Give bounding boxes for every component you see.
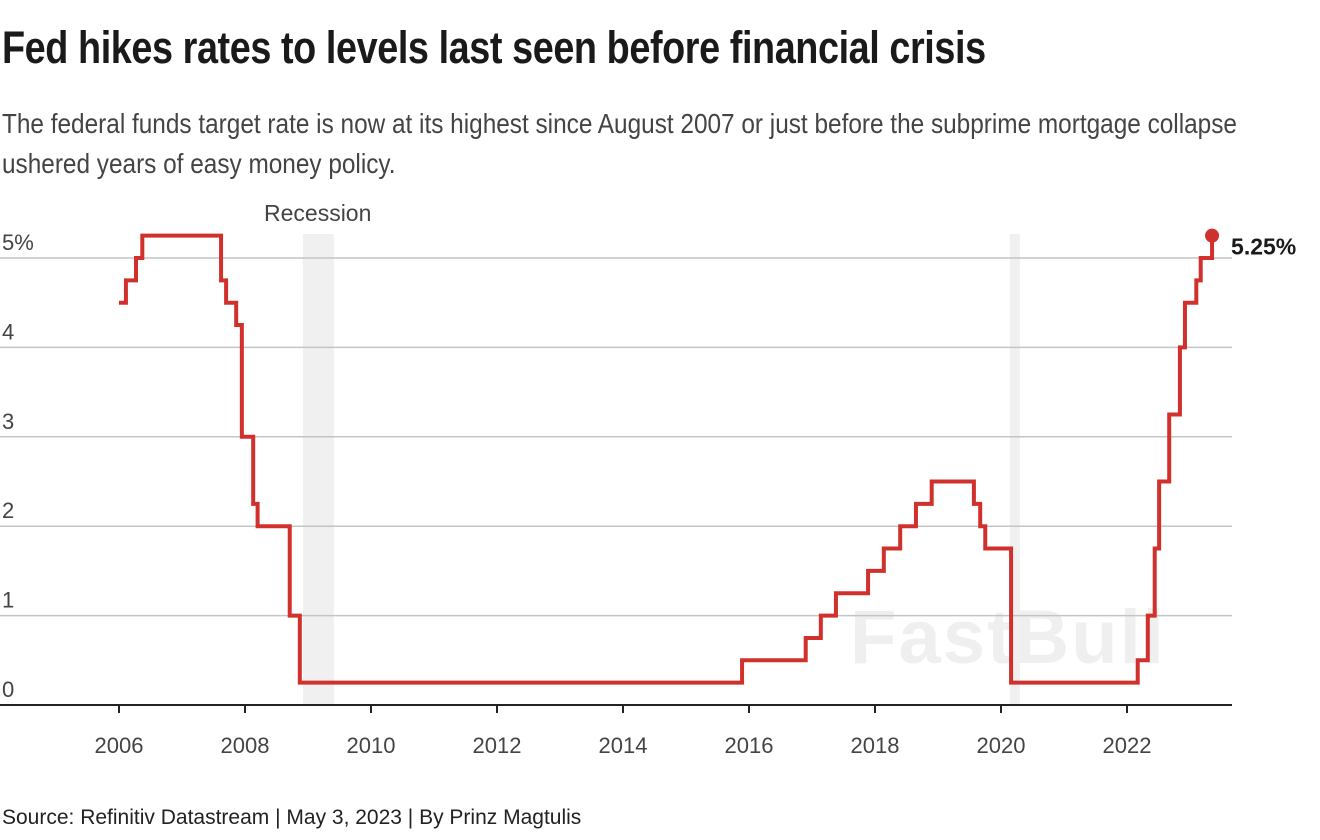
source-note: Source: Refinitiv Datastream | May 3, 20… <box>2 806 582 829</box>
x-tick-label: 2020 <box>977 733 1026 758</box>
recession-band-0 <box>302 234 334 705</box>
chart-title: Fed hikes rates to levels last seen befo… <box>2 22 986 73</box>
recession-shading <box>302 234 1020 705</box>
y-tick-label: 3 <box>2 409 14 434</box>
x-tick-label: 2016 <box>725 733 774 758</box>
x-tick-label: 2006 <box>95 733 144 758</box>
x-tick-label: 2008 <box>221 733 270 758</box>
recession-band-1 <box>1009 234 1020 705</box>
y-axis: 0 1 2 3 4 5% <box>2 230 34 702</box>
gridlines <box>0 257 1232 617</box>
watermark-logo: FastBull <box>850 595 1166 680</box>
x-axis: 2006 2008 2010 2012 2014 2016 2018 2020 2022 <box>0 704 1232 758</box>
latest-value-label: 5.25% <box>1231 234 1296 260</box>
y-tick-label: 4 <box>2 319 14 344</box>
fed-rate-chart: 2006 2008 2010 2012 2014 2016 2018 2020 2022 0 1 2… <box>0 200 1296 758</box>
chart-subtitle: The federal funds target rate is now at … <box>2 108 1237 179</box>
x-tick-label: 2022 <box>1103 733 1152 758</box>
y-tick-label: 0 <box>2 677 14 702</box>
x-tick-label: 2018 <box>851 733 900 758</box>
y-tick-label: 1 <box>2 588 14 613</box>
rate-line <box>119 233 1215 685</box>
recession-label: Recession <box>264 200 371 226</box>
x-tick-label: 2010 <box>347 733 396 758</box>
x-tick-label: 2012 <box>473 733 522 758</box>
y-tick-label: 2 <box>2 498 14 523</box>
y-tick-label: 5% <box>2 230 34 255</box>
x-tick-label: 2014 <box>599 733 648 758</box>
latest-point-marker <box>1205 228 1220 243</box>
